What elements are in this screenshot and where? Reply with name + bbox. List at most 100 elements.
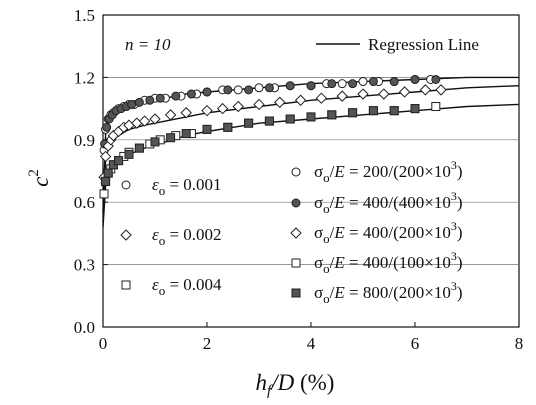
data-point — [171, 91, 181, 101]
data-point — [368, 106, 378, 116]
data-point — [348, 108, 358, 118]
data-point — [244, 118, 254, 128]
x-axis-label: hf/D (%) — [256, 370, 335, 399]
data-points — [98, 74, 447, 199]
data-point — [315, 92, 328, 104]
strain-labels: εo = 0.001 εo = 0.002 εo = 0.004 — [120, 175, 222, 298]
x-tick-label: 4 — [307, 334, 316, 353]
data-point — [264, 83, 274, 93]
y-tick-label: 0.6 — [74, 193, 95, 212]
data-point — [232, 100, 244, 113]
legend-marker — [290, 227, 302, 239]
x-tick-label: 6 — [411, 334, 420, 353]
legend-marker — [291, 198, 301, 208]
data-point — [186, 89, 196, 99]
y-tick-label: 0.3 — [74, 256, 95, 275]
x-tick-labels: 0 2 4 6 8 — [99, 322, 524, 353]
data-point — [327, 110, 337, 120]
data-point — [398, 86, 411, 98]
data-point — [216, 102, 229, 115]
data-point — [124, 149, 134, 159]
data-point — [336, 90, 348, 102]
data-point — [410, 104, 420, 114]
data-point — [253, 98, 265, 111]
data-point — [244, 85, 254, 95]
y-tick-label: 1.5 — [74, 6, 95, 25]
data-point — [127, 99, 137, 109]
legend-label: σo/E = 400/(200×103) — [314, 219, 463, 246]
data-point — [114, 156, 124, 166]
data-point — [155, 93, 165, 103]
data-point — [223, 122, 233, 132]
data-point — [254, 83, 264, 93]
data-point — [166, 133, 176, 143]
data-point — [431, 102, 441, 112]
data-point — [378, 88, 390, 100]
data-point — [264, 116, 274, 126]
data-point — [145, 95, 155, 105]
data-point — [99, 150, 112, 163]
data-point — [180, 107, 192, 119]
legend-label: σo/E = 800/(200×103) — [314, 279, 463, 306]
data-point — [306, 112, 316, 122]
regression-legend-label: Regression Line — [368, 35, 479, 54]
strain-label-marker — [121, 280, 131, 290]
data-point — [202, 124, 212, 134]
strain-label: εo = 0.001 — [152, 175, 222, 198]
legend-label: σo/E = 400/(100×103) — [314, 249, 463, 276]
data-point — [358, 77, 368, 87]
data-point — [368, 77, 378, 87]
data-point — [150, 137, 160, 147]
x-tick-label: 0 — [99, 334, 108, 353]
data-point — [294, 94, 307, 106]
data-point — [389, 106, 399, 116]
data-point — [138, 115, 151, 127]
x-tick-label: 2 — [203, 334, 212, 353]
strain-label-marker — [121, 180, 131, 190]
data-point — [348, 79, 358, 89]
data-point — [149, 113, 161, 125]
legend-label: σo/E = 200/(200×103) — [314, 158, 463, 185]
data-point — [101, 176, 111, 186]
strain-label-marker — [120, 229, 132, 241]
y-tick-labels: 0.0 0.3 0.6 0.9 1.2 1.5 — [74, 6, 108, 337]
data-point — [274, 96, 286, 109]
y-tick-label: 0.0 — [74, 318, 95, 337]
legend-label: σo/E = 400/(400×103) — [314, 189, 463, 216]
data-point — [285, 81, 295, 91]
x-tick-label: 8 — [515, 334, 524, 353]
data-point — [435, 84, 447, 96]
n-annotation: n = 10 — [125, 35, 171, 54]
data-point — [419, 84, 432, 96]
data-point — [181, 129, 191, 139]
data-point — [357, 88, 369, 100]
legend-marker — [291, 167, 301, 177]
data-point — [202, 87, 212, 97]
legend-marker — [291, 258, 301, 268]
strain-label: εo = 0.002 — [152, 225, 222, 248]
y-axis-label: c2 — [26, 169, 53, 187]
data-point — [223, 85, 233, 95]
y-axis-label-group: c2 — [26, 169, 53, 187]
data-point — [102, 122, 112, 132]
data-point — [99, 189, 109, 199]
strain-label: εo = 0.004 — [152, 275, 222, 298]
plot-area — [102, 14, 520, 328]
data-point — [410, 74, 420, 84]
data-point — [337, 79, 347, 89]
data-point — [233, 85, 243, 95]
data-point — [134, 97, 144, 107]
data-point — [431, 74, 441, 84]
legend: σo/E = 200/(200×103) σo/E = 400/(400×103)… — [290, 158, 463, 306]
data-point — [201, 104, 213, 117]
data-point — [103, 168, 113, 178]
data-point — [285, 114, 295, 124]
data-point — [134, 143, 144, 153]
y-tick-label: 1.2 — [74, 68, 95, 87]
legend-marker — [291, 288, 301, 298]
data-point — [327, 79, 337, 89]
data-point — [164, 109, 177, 121]
y-tick-label: 0.9 — [74, 131, 95, 150]
data-point — [389, 77, 399, 87]
